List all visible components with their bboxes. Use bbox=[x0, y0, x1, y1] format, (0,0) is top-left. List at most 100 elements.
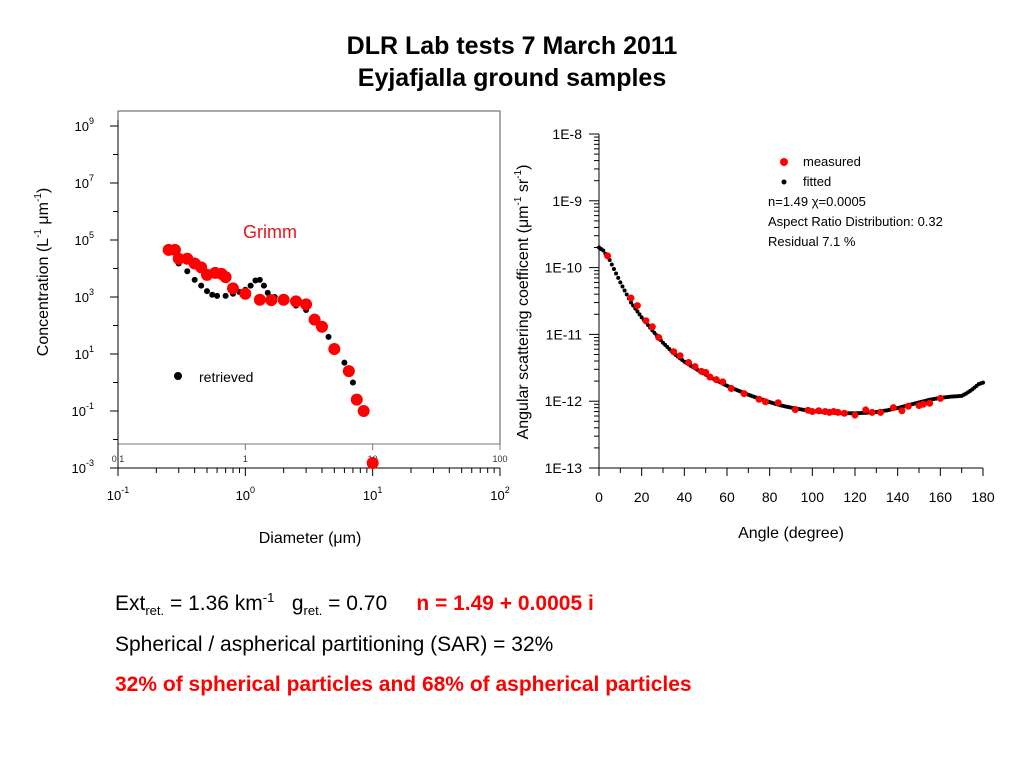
ext-g-line: Extret. = 1.36 km-1 gret. = 0.70 n = 1.4… bbox=[115, 590, 594, 619]
retrieved-point bbox=[214, 292, 221, 299]
measured-point bbox=[691, 363, 699, 371]
y-tick-label: 1E-12 bbox=[545, 393, 583, 409]
grimm-label: Grimm bbox=[243, 222, 297, 242]
partition-line: 32% of spherical particles and 68% of as… bbox=[115, 673, 692, 696]
grimm-point bbox=[328, 342, 341, 355]
size-chart-points bbox=[162, 243, 379, 469]
refractive-index: n = 1.49 + 0.0005 i bbox=[416, 592, 594, 615]
scattering-chart-axes: 0 20 40 60 80 100 120 140 160 180 1E-8 1E-9 1E-10 1E-… bbox=[545, 126, 995, 505]
x-tick-label: 0 bbox=[595, 489, 603, 505]
measured-point bbox=[740, 390, 748, 398]
measured-point bbox=[834, 408, 842, 416]
measured-point bbox=[862, 406, 870, 414]
grimm-point bbox=[277, 293, 290, 306]
legend-info-line2: Aspect Ratio Distribution: 0.32 bbox=[768, 214, 943, 229]
measured-point bbox=[840, 409, 848, 417]
grimm-point bbox=[172, 252, 185, 265]
measured-points bbox=[604, 252, 944, 419]
measured-point bbox=[755, 395, 763, 403]
legend-measured-marker bbox=[780, 158, 788, 166]
measured-point bbox=[936, 394, 944, 402]
inset-x-ticks: 0.1110100 bbox=[112, 444, 508, 464]
retrieved-point bbox=[341, 359, 348, 366]
retrieved-point bbox=[184, 268, 191, 275]
grimm-point bbox=[226, 282, 239, 295]
retrieved-point bbox=[256, 276, 263, 283]
measured-point bbox=[719, 378, 727, 386]
y-tick-label: 10-1 bbox=[72, 401, 94, 419]
x-tick-label: 100 bbox=[236, 485, 255, 503]
grimm-point bbox=[219, 271, 232, 284]
grimm-point bbox=[265, 294, 278, 307]
measured-point bbox=[808, 408, 816, 416]
y-tick-label: 1E-10 bbox=[545, 260, 583, 276]
y-tick-label: 1E-8 bbox=[552, 126, 582, 142]
fitted-point bbox=[601, 248, 606, 253]
measured-point bbox=[889, 404, 897, 412]
measured-point bbox=[633, 302, 641, 310]
grimm-point bbox=[253, 293, 266, 306]
fitted-point bbox=[637, 312, 642, 317]
y-tick-label: 10-3 bbox=[72, 458, 94, 476]
measured-point bbox=[774, 399, 782, 407]
slide-title-line1: DLR Lab tests 7 March 2011 bbox=[346, 32, 678, 60]
retrieved-point bbox=[247, 282, 254, 289]
retrieved-point bbox=[349, 379, 356, 386]
x-tick-label: 101 bbox=[363, 485, 382, 503]
fitted-point bbox=[981, 380, 985, 385]
measured-point bbox=[670, 348, 678, 356]
measured-point bbox=[868, 408, 876, 416]
fitted-points bbox=[597, 245, 985, 416]
inset-plot-frame bbox=[117, 110, 501, 445]
angular-scattering-chart: 0 20 40 60 80 100 120 140 160 180 1E-8 1E-9 1E-10 1E-… bbox=[513, 126, 995, 542]
grimm-point bbox=[342, 365, 355, 378]
measured-point bbox=[702, 368, 710, 376]
retrieved-point bbox=[252, 277, 259, 284]
legend-retrieved-marker bbox=[174, 372, 182, 380]
measured-point bbox=[706, 373, 714, 381]
fitted-point bbox=[614, 271, 619, 276]
measured-point bbox=[904, 402, 912, 410]
y-tick-label: 101 bbox=[75, 344, 94, 362]
x-tick-label: 20 bbox=[634, 489, 650, 505]
retrieved-point bbox=[209, 291, 216, 298]
x-tick-label: 160 bbox=[929, 489, 953, 505]
retrieved-point bbox=[191, 276, 198, 283]
y-tick-label: 1E-9 bbox=[552, 193, 582, 209]
grimm-point bbox=[239, 287, 252, 300]
legend-fitted-label: fitted bbox=[803, 174, 831, 189]
x-tick-label: 40 bbox=[677, 489, 693, 505]
x-tick-label: 80 bbox=[762, 489, 778, 505]
fitted-point bbox=[609, 262, 614, 267]
inset-tick-label: 1 bbox=[243, 454, 248, 464]
measured-point bbox=[604, 252, 612, 260]
retrieved-point bbox=[198, 282, 205, 289]
size-distribution-chart: 0.1110100 10-110010110210910710510310110… bbox=[33, 110, 510, 547]
fitted-point bbox=[616, 275, 621, 280]
grimm-point bbox=[308, 313, 321, 326]
measured-point bbox=[727, 384, 735, 392]
retrieved-point bbox=[204, 288, 211, 295]
retrieved-point bbox=[260, 282, 267, 289]
scattering-y-label: Angular scattering coefficent (μm-1 sr-1… bbox=[513, 165, 532, 440]
legend-measured-label: measured bbox=[803, 154, 861, 169]
inset-tick-label: 100 bbox=[492, 454, 507, 464]
scattering-legend: measured fitted n=1.49 χ=0.0005 Aspect R… bbox=[768, 154, 943, 249]
size-chart-axes: 10-1 100 101 102 109 107 105 103 101 10-1 10-3 bbox=[72, 116, 510, 503]
y-tick-label: 109 bbox=[75, 116, 94, 134]
grimm-point bbox=[366, 456, 379, 469]
fitted-point bbox=[629, 300, 633, 305]
retrieved-point bbox=[264, 289, 271, 296]
fitted-point bbox=[618, 280, 623, 285]
measured-point bbox=[919, 400, 927, 408]
measured-point bbox=[676, 352, 684, 360]
measured-point bbox=[712, 376, 720, 384]
y-tick-label: 1E-13 bbox=[545, 460, 583, 476]
retrieved-point bbox=[222, 292, 229, 299]
fitted-point bbox=[620, 284, 625, 289]
grimm-point bbox=[350, 393, 363, 406]
measured-point bbox=[655, 333, 663, 341]
measured-point bbox=[926, 399, 934, 407]
x-tick-label: 120 bbox=[843, 489, 867, 505]
grimm-point bbox=[357, 405, 370, 417]
